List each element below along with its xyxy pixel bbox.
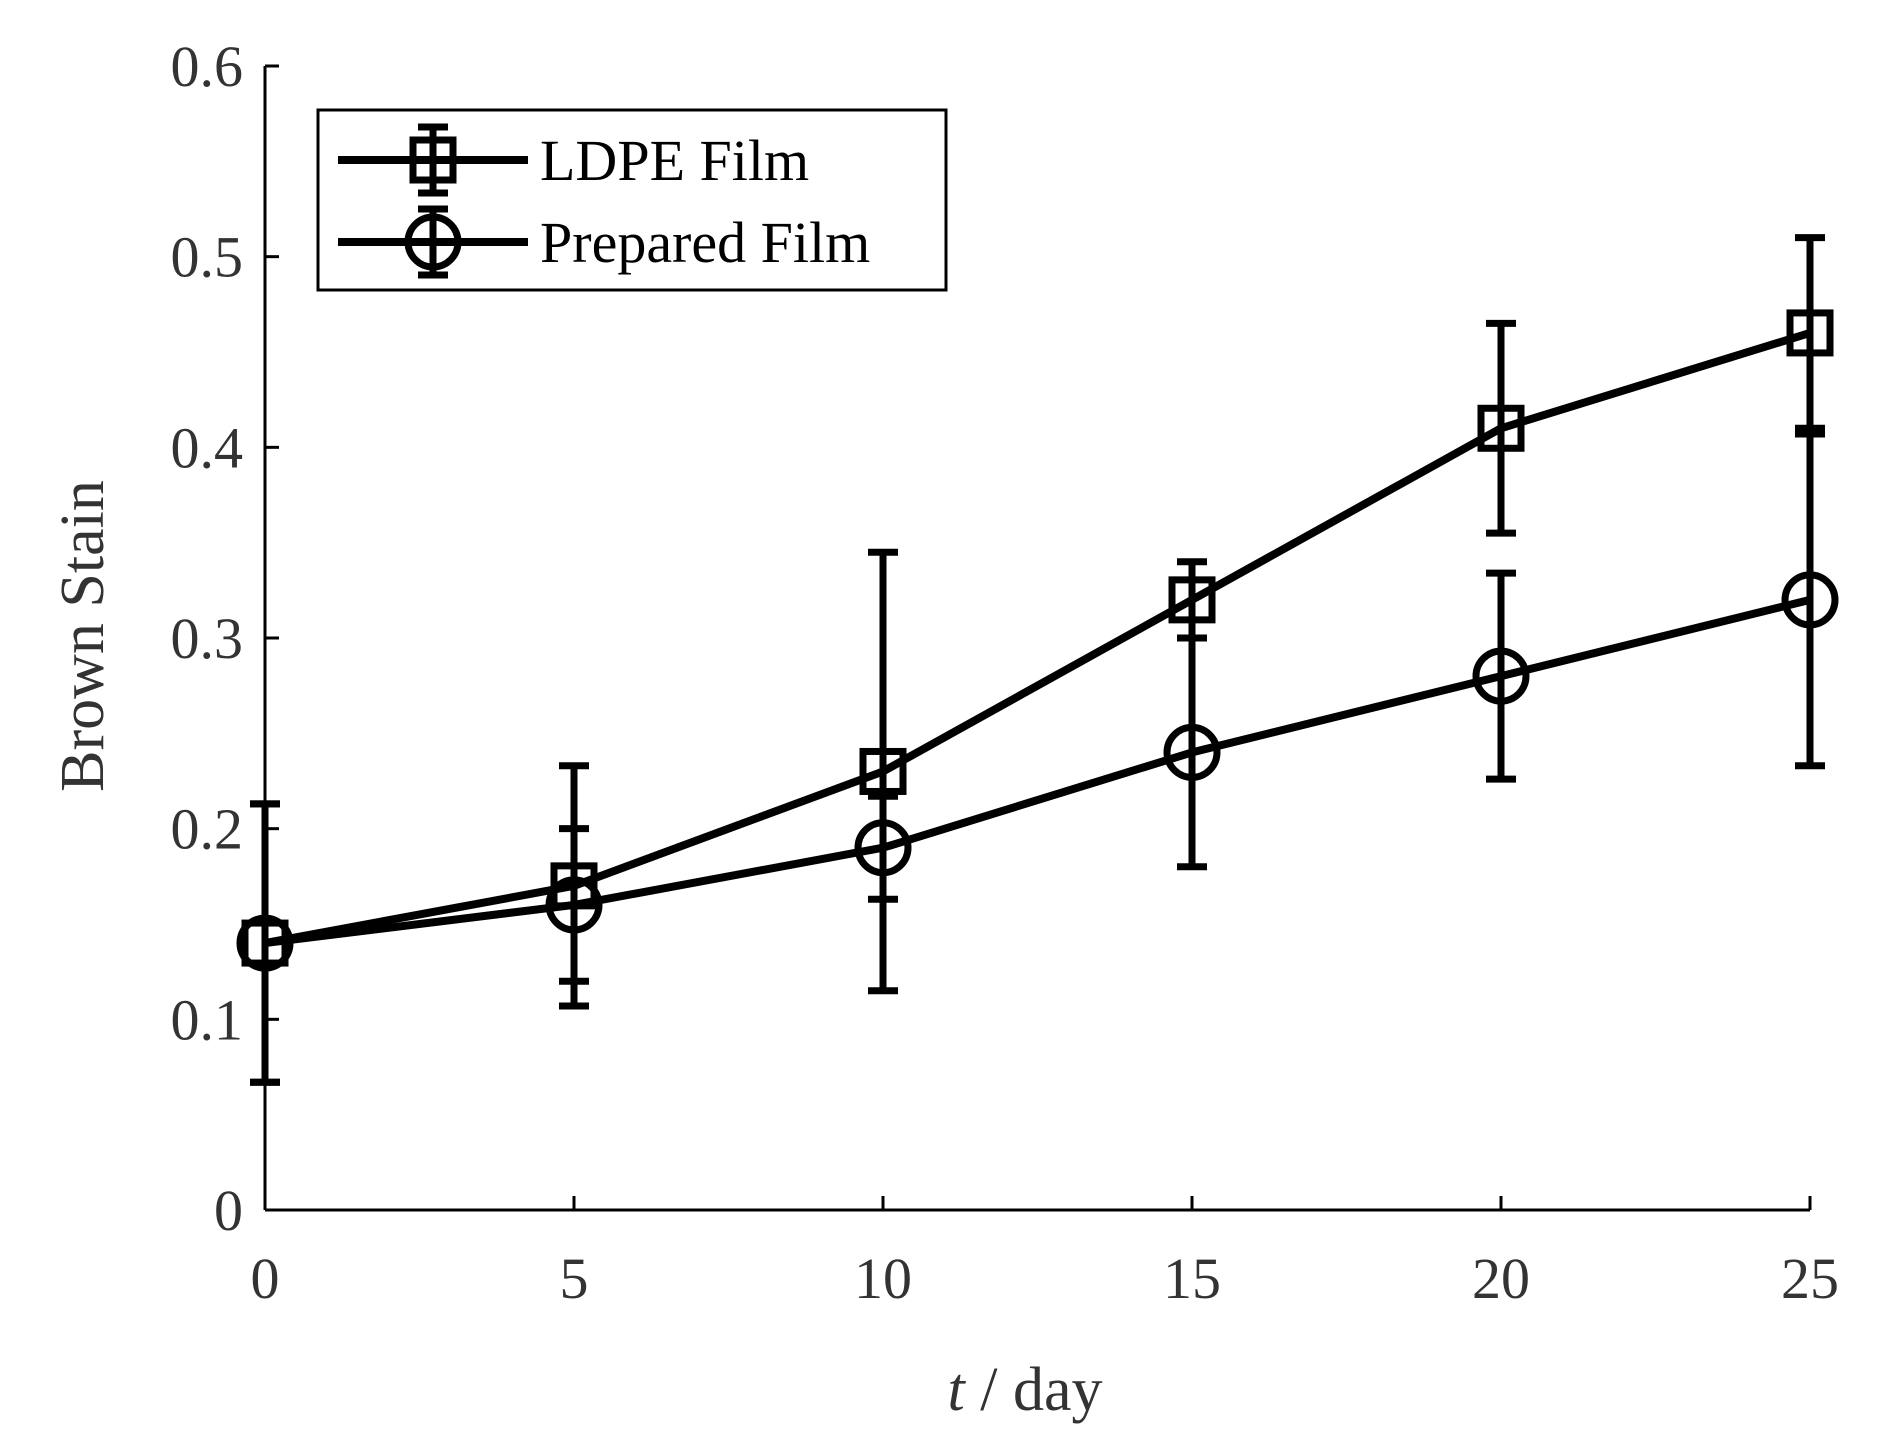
x-axis-label-unit: / day — [965, 1356, 1103, 1424]
legend-item: LDPE Film — [338, 123, 809, 197]
data-point-square — [1168, 576, 1216, 624]
x-tick-label: 5 — [560, 1246, 589, 1311]
ticks-group: 0 5 10 15 20 25 0 0.1 0.2 0.3 0.4 0.5 0.6 — [171, 34, 1840, 1311]
data-point-circle — [545, 876, 603, 934]
x-axis-label: t / day — [948, 1356, 1103, 1424]
series-group — [236, 234, 1839, 1086]
x-tick-label: 25 — [1781, 1246, 1839, 1311]
series-ldpe-film — [241, 234, 1834, 1086]
y-tick-label: 0.4 — [171, 415, 244, 480]
legend-label: Prepared Film — [540, 210, 870, 275]
data-point-circle — [1163, 723, 1221, 781]
legend: LDPE Film Prepared Film — [316, 108, 948, 292]
x-tick-label: 15 — [1163, 1246, 1221, 1311]
series-line — [264, 329, 1812, 947]
y-axis-label: Brown Stain — [49, 480, 117, 792]
series-prepared-film — [236, 430, 1839, 1086]
data-point-square — [1477, 404, 1525, 452]
series-line — [264, 595, 1811, 948]
y-tick-label: 0.2 — [171, 797, 244, 862]
x-tick-label: 0 — [251, 1246, 280, 1311]
x-tick-label: 20 — [1472, 1246, 1530, 1311]
legend-label: LDPE Film — [540, 128, 809, 193]
y-tick-label: 0.6 — [171, 34, 244, 99]
data-point-square — [859, 747, 907, 795]
y-tick-label: 0.1 — [171, 987, 244, 1052]
data-point-circle — [1472, 647, 1530, 705]
y-tick-label: 0.3 — [171, 606, 244, 671]
x-tick-label: 10 — [854, 1246, 912, 1311]
data-point-square — [1786, 309, 1834, 357]
y-tick-label: 0 — [214, 1178, 243, 1243]
legend-item: Prepared Film — [338, 205, 870, 279]
data-point-circle — [854, 819, 912, 877]
y-tick-label: 0.5 — [171, 225, 244, 290]
data-point-circle — [236, 914, 294, 972]
x-axis-label-variable: t — [948, 1356, 967, 1424]
data-point-circle — [1781, 571, 1839, 629]
legend-marker-circle — [404, 213, 462, 271]
legend-marker-square — [409, 136, 457, 184]
